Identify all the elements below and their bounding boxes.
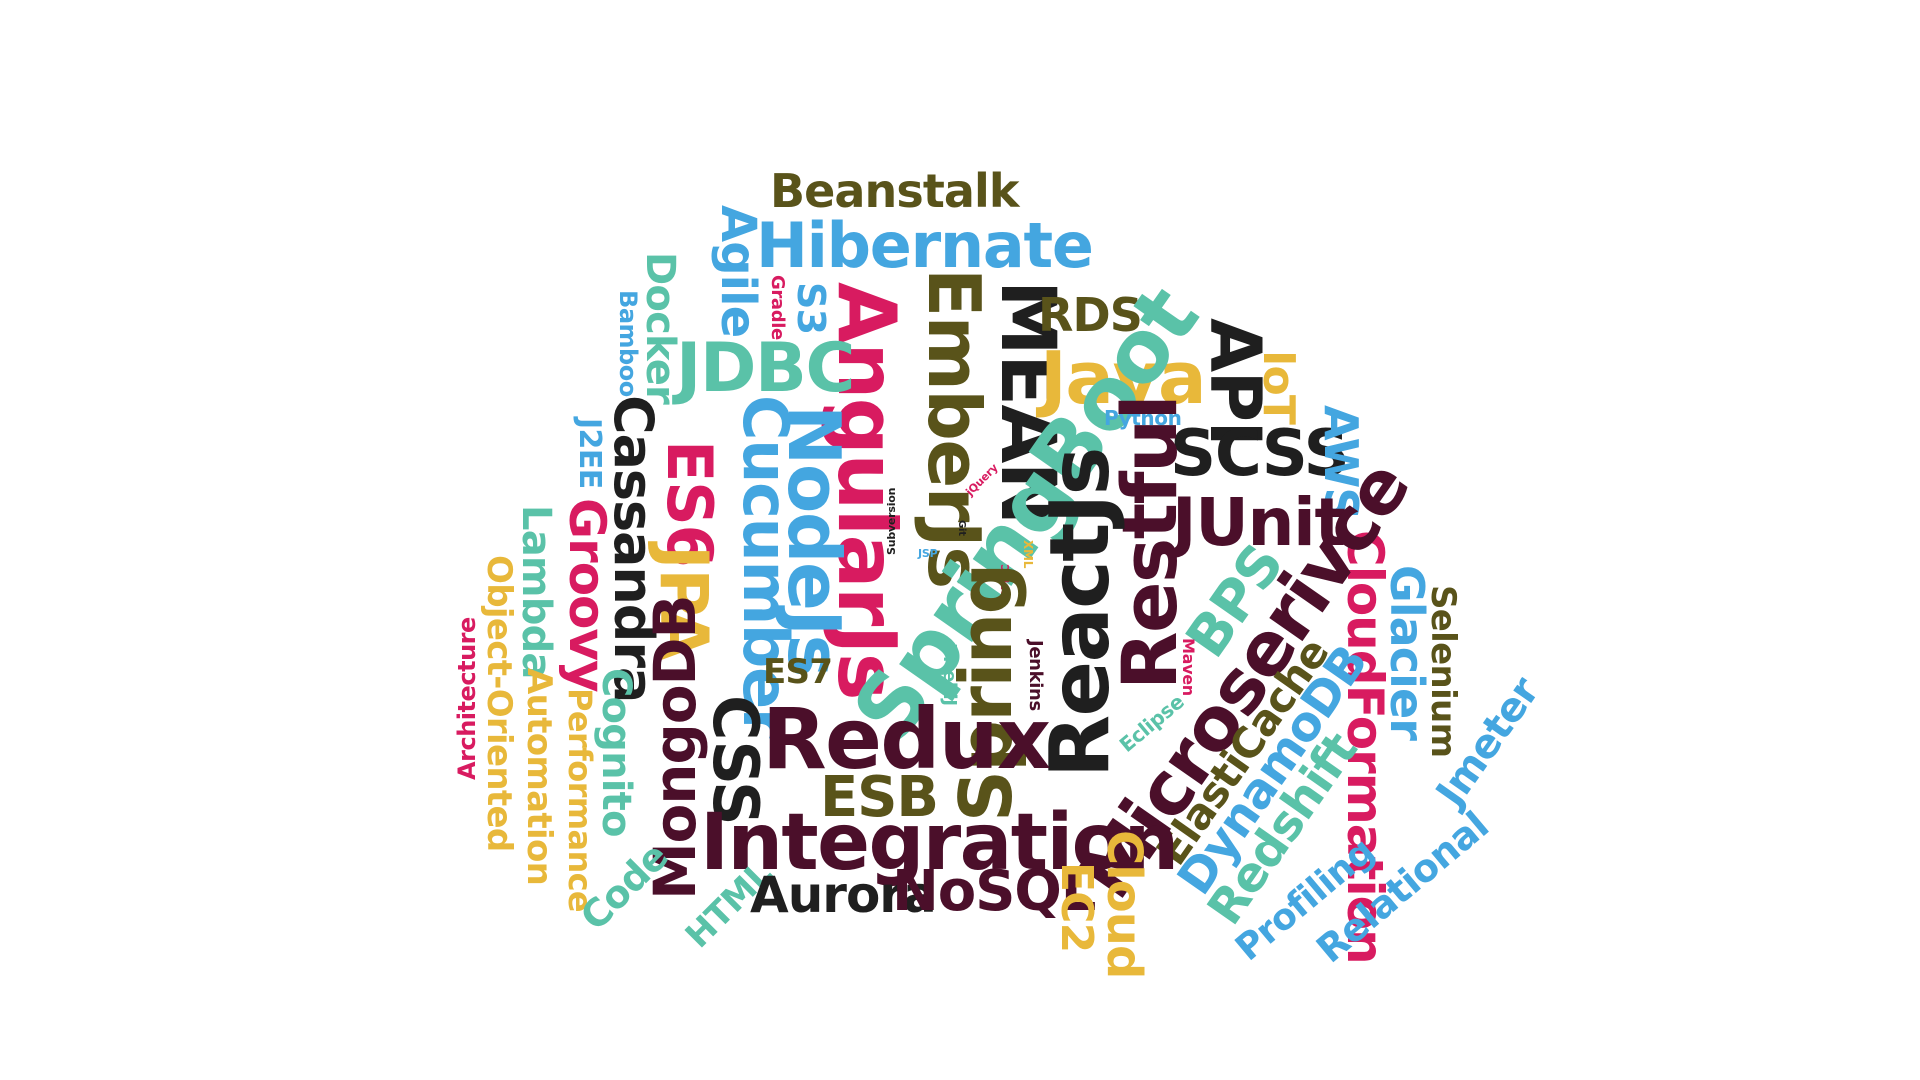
word-aurora: Aurora: [750, 866, 937, 924]
word-nosql: NoSQL: [892, 859, 1096, 924]
word-subversion: Subversion: [885, 487, 898, 555]
word-rds: RDS: [1038, 288, 1143, 342]
word-redux: Redux: [762, 690, 1051, 788]
word-architecture: Architecture: [453, 617, 481, 780]
word-lambda: Lambda: [513, 505, 559, 679]
word-performance: Performance: [561, 688, 599, 912]
word-groovy: Groovy: [558, 498, 616, 692]
word-reactjs: ReactJs: [1033, 448, 1128, 778]
word-git: Git: [956, 520, 967, 536]
word-java: Java: [1040, 336, 1207, 420]
word-jdbc: JDBC: [676, 329, 855, 408]
word-bamboo: Bamboo: [614, 290, 642, 397]
word-es7: ES7: [763, 652, 833, 692]
word-cloud: Cloud: [1096, 830, 1152, 979]
word-selenium: Selenium: [1423, 585, 1463, 758]
word-jsp: JSP: [918, 547, 938, 560]
word-object-oriented: Object-Oriented: [479, 555, 519, 852]
word-automation: Automation: [519, 668, 559, 886]
word-integration: Integration: [700, 798, 1179, 888]
word-agile: Agile: [710, 205, 766, 338]
word-python: Python: [1104, 406, 1182, 430]
word-esb: ESB: [820, 765, 939, 830]
word-beanstalk: Beanstalk: [770, 164, 1019, 218]
word-docker: Docker: [637, 252, 683, 404]
word-junit: JUnit: [1172, 484, 1346, 561]
word-iot: IoT: [1253, 350, 1304, 424]
word-cognito: Cognito: [593, 668, 639, 837]
word-ec2: EC2: [1051, 862, 1102, 953]
word-j2ee: J2EE: [572, 418, 607, 489]
word-nodejs: NodeJs: [772, 405, 856, 677]
word-scss: SCSS: [1170, 417, 1350, 491]
word-hibernate: Hibernate: [756, 209, 1094, 282]
